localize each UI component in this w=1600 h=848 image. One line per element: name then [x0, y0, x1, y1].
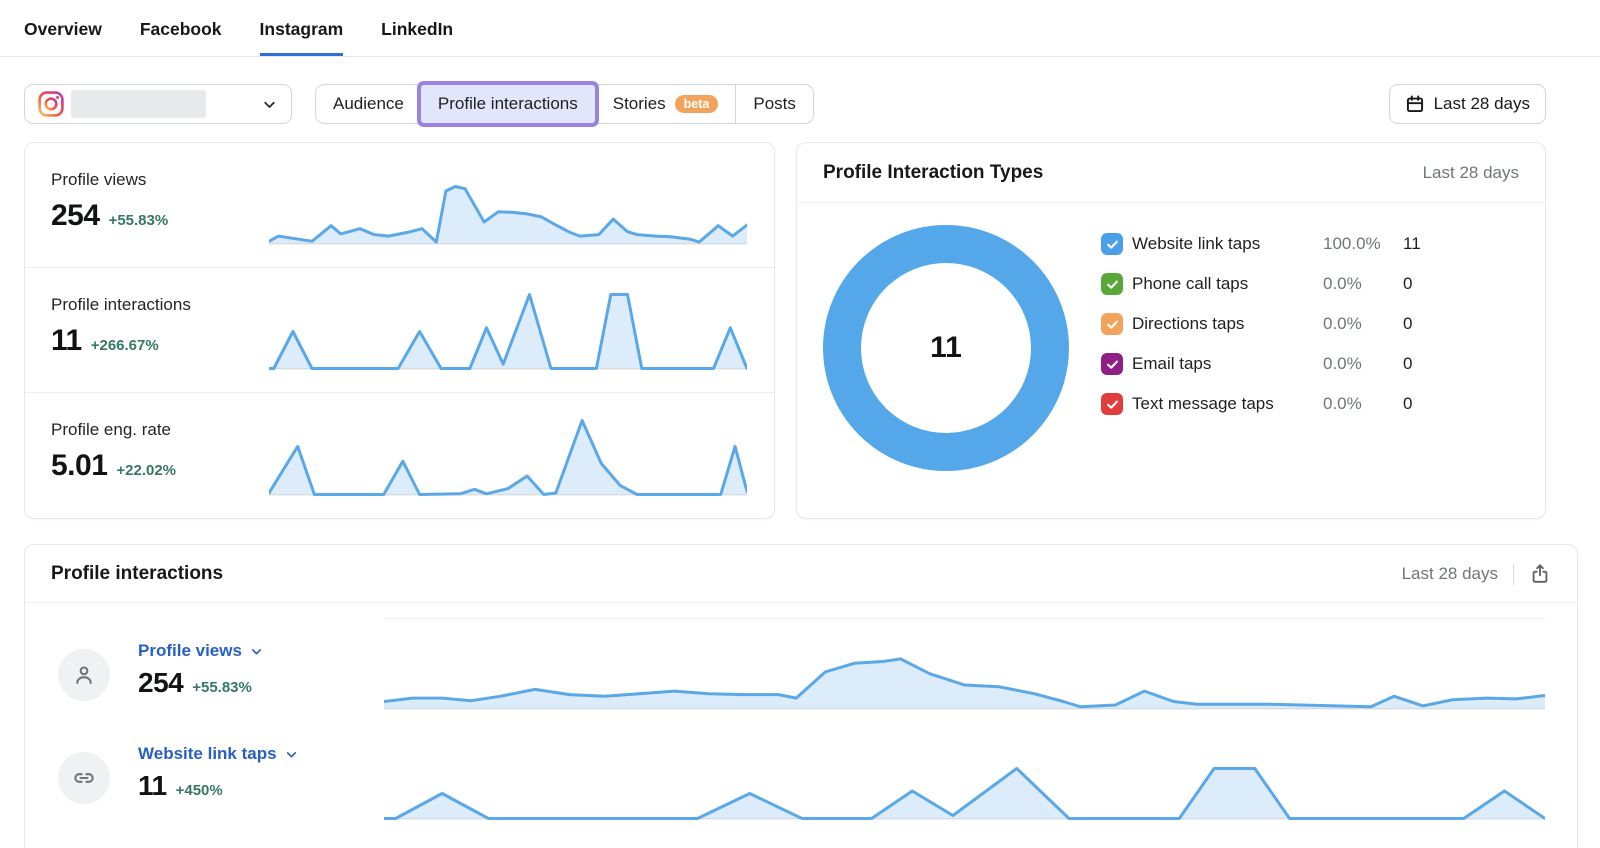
metric-value: 254 — [138, 667, 184, 698]
beta-badge: beta — [674, 94, 719, 114]
tab-posts[interactable]: Posts — [735, 85, 813, 123]
calendar-icon — [1405, 94, 1425, 114]
card-title: Profile interactions — [51, 562, 224, 584]
date-range-label: Last 28 days — [1433, 94, 1530, 113]
checkbox-email-taps[interactable] — [1101, 353, 1123, 375]
date-range-button[interactable]: Last 28 days — [1388, 84, 1546, 124]
metric-change: +55.83% — [108, 212, 169, 229]
donut-legend: Website link taps 100.0% 11 Phone call t… — [1101, 233, 1421, 433]
tab-audience[interactable]: Audience — [333, 94, 404, 113]
legend-count: 11 — [1403, 234, 1421, 253]
legend-row-text-message-taps: Text message taps 0.0% 0 — [1101, 393, 1421, 415]
checkbox-website-link-taps[interactable] — [1101, 233, 1123, 255]
link-icon — [71, 765, 97, 791]
instagram-icon — [38, 91, 64, 117]
chevron-down-icon — [284, 747, 299, 762]
report-tabs: Audience Profile interactions Stories be… — [315, 84, 814, 124]
profile-views-chart — [382, 618, 1547, 710]
card-period: Last 28 days — [1401, 563, 1498, 583]
divider — [1513, 562, 1514, 585]
metric-change: +22.02% — [116, 462, 177, 479]
metric-value: 11 — [138, 770, 167, 801]
channel-nav: Overview Facebook Instagram LinkedIn — [0, 0, 1600, 57]
legend-row-directions-taps: Directions taps 0.0% 0 — [1101, 313, 1421, 335]
legend-label: Text message taps — [1132, 394, 1274, 413]
legend-row-email-taps: Email taps 0.0% 0 — [1101, 353, 1421, 375]
metric-selector-profile-views[interactable]: Profile views — [138, 641, 264, 661]
chevron-down-icon — [261, 96, 278, 113]
checkbox-text-message-taps[interactable] — [1101, 393, 1123, 415]
legend-count: 0 — [1403, 314, 1413, 333]
donut-total: 11 — [930, 331, 962, 364]
link-avatar — [58, 752, 110, 804]
metric-label: Profile interactions — [51, 295, 191, 314]
checkbox-phone-call-taps[interactable] — [1101, 273, 1123, 295]
chevron-down-icon — [249, 644, 264, 659]
legend-percent: 0.0% — [1323, 314, 1362, 333]
person-icon — [71, 662, 97, 688]
eng-rate-sparkline — [267, 418, 749, 496]
legend-count: 0 — [1403, 354, 1413, 373]
metric-selector-label: Profile views — [138, 641, 242, 660]
metric-change: +55.83% — [192, 679, 252, 696]
website-link-taps-chart — [382, 766, 1547, 820]
checkbox-directions-taps[interactable] — [1101, 313, 1123, 335]
tab-stories[interactable]: Stories beta — [594, 85, 736, 123]
account-name-redacted — [71, 90, 206, 118]
legend-percent: 0.0% — [1323, 354, 1362, 373]
account-selector[interactable] — [24, 84, 292, 124]
person-avatar — [58, 649, 110, 701]
legend-label: Website link taps — [1132, 234, 1261, 253]
tab-profile-interactions[interactable]: Profile interactions — [420, 85, 595, 123]
metric-row-profile-views: Profile views 254 +55.83% — [25, 143, 774, 268]
metric-value: 5.01 — [51, 449, 108, 482]
legend-label: Directions taps — [1132, 314, 1245, 333]
metric-selector-label: Website link taps — [138, 744, 277, 763]
metric-change: +266.67% — [90, 337, 159, 354]
profile-interactions-card: Profile interactions Last 28 days — [24, 544, 1578, 848]
metric-label: Profile eng. rate — [51, 420, 172, 439]
metric-selector-website-link-taps[interactable]: Website link taps — [138, 744, 299, 764]
export-icon[interactable] — [1529, 563, 1551, 585]
legend-row-phone-call-taps: Phone call taps 0.0% 0 — [1101, 273, 1421, 295]
interaction-types-donut: 11 — [823, 225, 1069, 471]
metric-change: +450% — [175, 782, 223, 799]
card-title: Profile Interaction Types — [823, 161, 1044, 183]
profile-interactions-sparkline — [267, 292, 749, 370]
card-period: Last 28 days — [1422, 162, 1519, 182]
nav-tab-facebook[interactable]: Facebook — [139, 19, 222, 39]
legend-row-website-link-taps: Website link taps 100.0% 11 — [1101, 233, 1421, 255]
legend-count: 0 — [1403, 274, 1413, 293]
metric-row-profile-interactions: Profile interactions 11 +266.67% — [25, 268, 774, 393]
tab-stories-label: Stories — [612, 94, 666, 113]
legend-count: 0 — [1403, 394, 1413, 413]
metrics-summary-card: Profile views 254 +55.83% Profile intera… — [24, 142, 775, 519]
profile-views-sparkline — [267, 167, 749, 245]
legend-percent: 100.0% — [1323, 234, 1381, 253]
legend-label: Email taps — [1132, 354, 1212, 373]
interaction-types-card: Profile Interaction Types Last 28 days 1… — [796, 142, 1546, 519]
metric-row-eng-rate: Profile eng. rate 5.01 +22.02% — [25, 393, 774, 518]
metric-label: Profile views — [51, 170, 147, 189]
metric-value: 254 — [51, 199, 100, 232]
legend-percent: 0.0% — [1323, 394, 1362, 413]
nav-tab-overview[interactable]: Overview — [24, 19, 102, 39]
nav-tab-instagram[interactable]: Instagram — [259, 0, 344, 56]
metric-value: 11 — [51, 324, 82, 357]
donut-ring: 11 — [823, 225, 1069, 471]
legend-label: Phone call taps — [1132, 274, 1249, 293]
nav-tab-linkedin[interactable]: LinkedIn — [381, 19, 454, 39]
legend-percent: 0.0% — [1323, 274, 1362, 293]
